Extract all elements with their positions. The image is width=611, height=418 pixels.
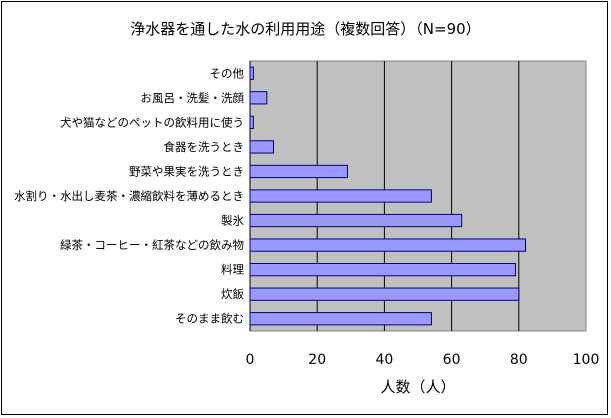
bar-4 bbox=[249, 140, 275, 154]
bar-6 bbox=[249, 189, 432, 203]
category-labels: その他お風呂・洗髪・洗顔犬や猫などのペットの飲料用に使う食器を洗うとき野菜や果実… bbox=[14, 66, 244, 325]
x-tick-100: 100 bbox=[573, 352, 600, 368]
category-label-9: 料理 bbox=[221, 263, 244, 277]
bar-9 bbox=[249, 263, 516, 277]
bars bbox=[249, 66, 527, 326]
category-label-8: 緑茶・コーヒー・紅茶などの飲み物 bbox=[60, 238, 244, 252]
bar-1 bbox=[249, 66, 254, 80]
chart-title: 浄水器を通した水の利用用途（複数回答）（N=90） bbox=[130, 20, 481, 38]
x-tick-40: 40 bbox=[375, 352, 393, 368]
category-label-3: 犬や猫などのペットの飲料用に使う bbox=[60, 115, 244, 129]
category-label-1: その他 bbox=[210, 66, 245, 80]
category-label-4: 食器を洗うとき bbox=[164, 140, 245, 154]
category-label-11: そのまま飲む bbox=[175, 312, 244, 326]
x-tick-80: 80 bbox=[510, 352, 528, 368]
x-tick-20: 20 bbox=[308, 352, 326, 368]
bar-5 bbox=[249, 164, 348, 179]
bar-2 bbox=[249, 91, 268, 105]
x-axis-label: 人数（人） bbox=[380, 378, 455, 396]
category-label-7: 製氷 bbox=[221, 214, 244, 228]
bar-3 bbox=[249, 115, 254, 129]
x-tick-60: 60 bbox=[443, 352, 461, 368]
category-label-6: 水割り・水出し麦茶・濃縮飲料を薄めるとき bbox=[14, 189, 244, 203]
category-label-5: 野菜や果実を洗うとき bbox=[129, 164, 244, 178]
x-tick-labels: 0 20 40 60 80 100 bbox=[246, 352, 600, 368]
x-tick-0: 0 bbox=[246, 352, 255, 368]
bar-8 bbox=[249, 238, 527, 252]
bar-7 bbox=[249, 213, 463, 228]
bar-10 bbox=[249, 287, 520, 301]
bar-11 bbox=[249, 312, 432, 326]
category-label-2: お風呂・洗髪・洗顔 bbox=[141, 91, 245, 105]
category-label-10: 炊飯 bbox=[221, 287, 244, 301]
